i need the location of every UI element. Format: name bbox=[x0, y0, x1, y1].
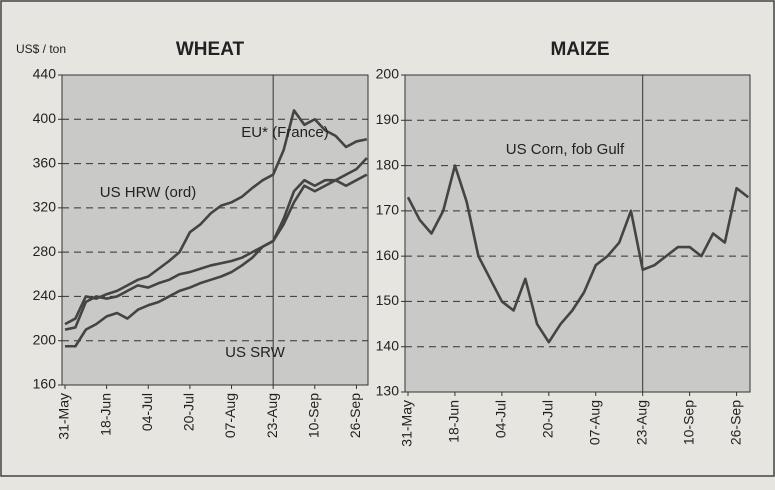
x-tick-label: 18-Jun bbox=[446, 400, 462, 443]
x-tick-label: 10-Sep bbox=[680, 400, 696, 445]
y-tick-label: 160 bbox=[376, 247, 400, 263]
x-tick-label: 26-Sep bbox=[727, 400, 743, 445]
x-tick-label: 31-May bbox=[56, 393, 72, 440]
y-axis-label: US$ / ton bbox=[16, 42, 66, 56]
x-tick-label: 31-May bbox=[399, 400, 415, 447]
y-tick-label: 170 bbox=[376, 202, 400, 218]
series-label: US SRW bbox=[225, 344, 286, 361]
x-tick-label: 23-Aug bbox=[264, 393, 280, 438]
series-label: US HRW (ord) bbox=[100, 184, 196, 201]
series-label: US Corn, fob Gulf bbox=[506, 141, 625, 158]
chart-title: WHEAT bbox=[176, 39, 245, 60]
x-tick-label: 07-Aug bbox=[586, 400, 602, 445]
y-tick-label: 280 bbox=[33, 243, 57, 259]
series-line bbox=[406, 164, 750, 344]
y-tick-label: 440 bbox=[33, 66, 57, 82]
x-tick-label: 07-Aug bbox=[222, 393, 238, 438]
x-tick-label: 04-Jul bbox=[493, 400, 509, 438]
y-tick-label: 150 bbox=[376, 292, 400, 308]
y-tick-label: 140 bbox=[376, 337, 400, 353]
x-tick-label: 26-Sep bbox=[347, 393, 363, 438]
plot-area bbox=[404, 74, 751, 393]
x-tick-label: 18-Jun bbox=[97, 393, 113, 436]
y-tick-label: 160 bbox=[33, 376, 57, 392]
y-tick-label: 360 bbox=[33, 154, 57, 170]
y-tick-label: 180 bbox=[376, 156, 400, 172]
x-tick-label: 20-Jul bbox=[540, 400, 556, 438]
chart-title: MAIZE bbox=[550, 39, 609, 60]
series-line bbox=[65, 173, 368, 348]
y-tick-label: 200 bbox=[33, 331, 57, 347]
plot-area bbox=[61, 74, 369, 386]
y-tick-label: 320 bbox=[33, 199, 57, 215]
y-tick-label: 400 bbox=[33, 110, 57, 126]
x-tick-label: 20-Jul bbox=[181, 393, 197, 431]
y-tick-label: 190 bbox=[376, 111, 400, 127]
x-tick-label: 04-Jul bbox=[139, 393, 155, 431]
series-line bbox=[64, 157, 368, 331]
y-tick-label: 130 bbox=[376, 383, 400, 399]
series-label: EU* (France) bbox=[241, 124, 329, 141]
series-line bbox=[64, 109, 368, 326]
x-tick-label: 23-Aug bbox=[633, 400, 649, 445]
x-tick-label: 10-Sep bbox=[305, 393, 321, 438]
y-tick-label: 200 bbox=[376, 66, 400, 82]
y-tick-label: 240 bbox=[33, 287, 57, 303]
